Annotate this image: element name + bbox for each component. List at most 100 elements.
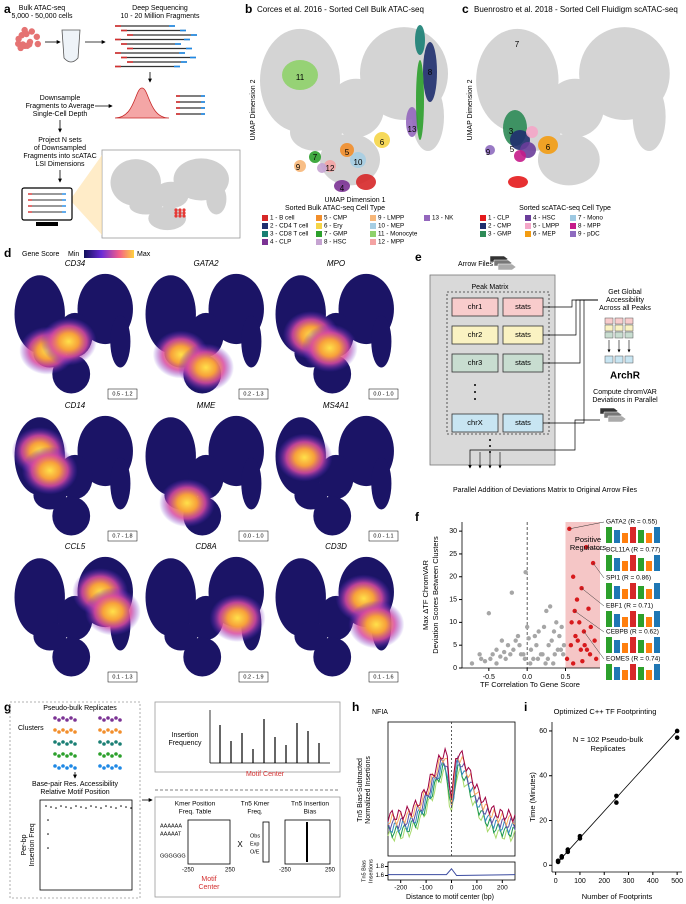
- range-box: [107, 671, 138, 683]
- replicate-cell: [65, 742, 69, 746]
- motif-logo: [630, 583, 636, 599]
- cluster-cells: [423, 42, 437, 102]
- umap-cells: [145, 558, 196, 637]
- label: 250: [325, 868, 336, 874]
- point: [559, 624, 564, 630]
- label: -250: [279, 868, 292, 874]
- umap-cells: [328, 78, 384, 138]
- cluster-cells: [340, 143, 354, 157]
- x-tick-label: 300: [623, 878, 635, 885]
- arrow: [543, 299, 598, 424]
- point: [565, 847, 571, 852]
- label: Normalized Insertions: [365, 756, 372, 824]
- replicate-cell: [118, 742, 122, 746]
- y-tick-label: 20: [449, 574, 457, 581]
- y-tick-label: 1.8: [376, 864, 385, 870]
- bp-dot: [85, 807, 87, 809]
- range-label: 0.1 - 1.6: [373, 674, 393, 680]
- umap-cells: [52, 637, 91, 677]
- label: Downsample: [40, 95, 81, 102]
- label: Across all Peaks: [599, 305, 651, 312]
- point: [584, 647, 590, 652]
- matrix-cell: [604, 324, 614, 332]
- deviation-cell: [624, 355, 634, 364]
- replicate-cell: [65, 766, 69, 770]
- regulator-label: GATA2 (R = 0.55): [606, 519, 657, 526]
- point: [490, 652, 495, 657]
- point: [531, 656, 536, 662]
- motif-logo: [614, 667, 620, 680]
- replicate-cell: [65, 754, 69, 758]
- cluster-label: 6: [380, 138, 385, 147]
- umap-cells: [52, 496, 91, 536]
- point: [549, 638, 554, 643]
- gene-name: CD8A: [195, 542, 216, 551]
- regulator-label: SPI1 (R = 0.86): [606, 575, 651, 582]
- range-label: 0.7 - 1.8: [112, 533, 132, 539]
- matrix-cell: [624, 331, 634, 339]
- bp-dot: [125, 806, 127, 808]
- matrix-cell: [614, 317, 624, 325]
- legend-label: 4 - CLP: [270, 239, 291, 246]
- bp-dot: [50, 806, 52, 808]
- leader-line: [581, 587, 605, 607]
- cluster-cells: [538, 136, 558, 154]
- legend-swatch: [525, 231, 531, 237]
- replicate-cell: [73, 766, 77, 770]
- label: AAAAAT: [160, 831, 182, 837]
- replicate-cell: [53, 728, 57, 732]
- motif-logo: [638, 586, 644, 599]
- bp-dot: [110, 806, 112, 808]
- chr-box: [451, 413, 499, 433]
- label: Peak Matrix: [472, 284, 509, 291]
- replicate-cell: [98, 740, 102, 744]
- legend-swatch: [262, 231, 268, 237]
- bias-frame: [387, 861, 516, 881]
- legend-label: 2 - CMP: [488, 223, 511, 230]
- expression-hotspot: [209, 594, 266, 642]
- label: LSI Dimensions: [35, 161, 85, 168]
- legend-label: 1 - CLP: [488, 215, 509, 222]
- label: Get Global: [608, 289, 642, 296]
- motif-logo: [638, 614, 644, 627]
- panel-letter: e: [415, 250, 422, 264]
- umap-cells: [371, 457, 392, 510]
- point: [586, 606, 591, 611]
- replicate-cell: [53, 740, 57, 744]
- umap-cells: [110, 159, 161, 206]
- point: [513, 638, 518, 643]
- replicate-cell: [61, 740, 65, 744]
- x-tick-label: 0.5: [561, 674, 571, 681]
- range-box: [368, 671, 399, 683]
- legend-label: 11 - Monocyte: [378, 231, 418, 238]
- point: [488, 656, 493, 662]
- point: [564, 656, 570, 662]
- bp-dot: [90, 805, 92, 807]
- point: [559, 854, 565, 859]
- motif-logo: [606, 664, 612, 680]
- legend-label: 8 - HSC: [324, 239, 347, 246]
- panel-letter: b: [245, 2, 252, 16]
- point: [515, 633, 521, 639]
- motif-logo: [622, 561, 628, 571]
- point: [588, 624, 593, 630]
- gene-name: MPO: [327, 259, 345, 268]
- umap-cells: [129, 197, 163, 215]
- motif-logo: [630, 664, 636, 680]
- label: Freq.: [247, 809, 262, 816]
- point: [570, 661, 576, 666]
- leader-line: [569, 521, 605, 530]
- legend-label: 5 - LMPP: [533, 223, 559, 230]
- bp-dot: [75, 805, 77, 807]
- leader-line: [583, 631, 605, 660]
- legend-swatch: [570, 215, 576, 221]
- cluster-cells: [324, 160, 336, 172]
- legend-swatch: [480, 231, 486, 237]
- replicate-cell: [61, 764, 65, 768]
- bp-dot: [130, 807, 132, 809]
- point: [501, 649, 507, 655]
- replicate-cell: [65, 730, 69, 734]
- label: N = 102 Pseudo-bulk: [573, 735, 644, 744]
- cluster-cells: [514, 150, 526, 162]
- motif-logo: [654, 664, 660, 680]
